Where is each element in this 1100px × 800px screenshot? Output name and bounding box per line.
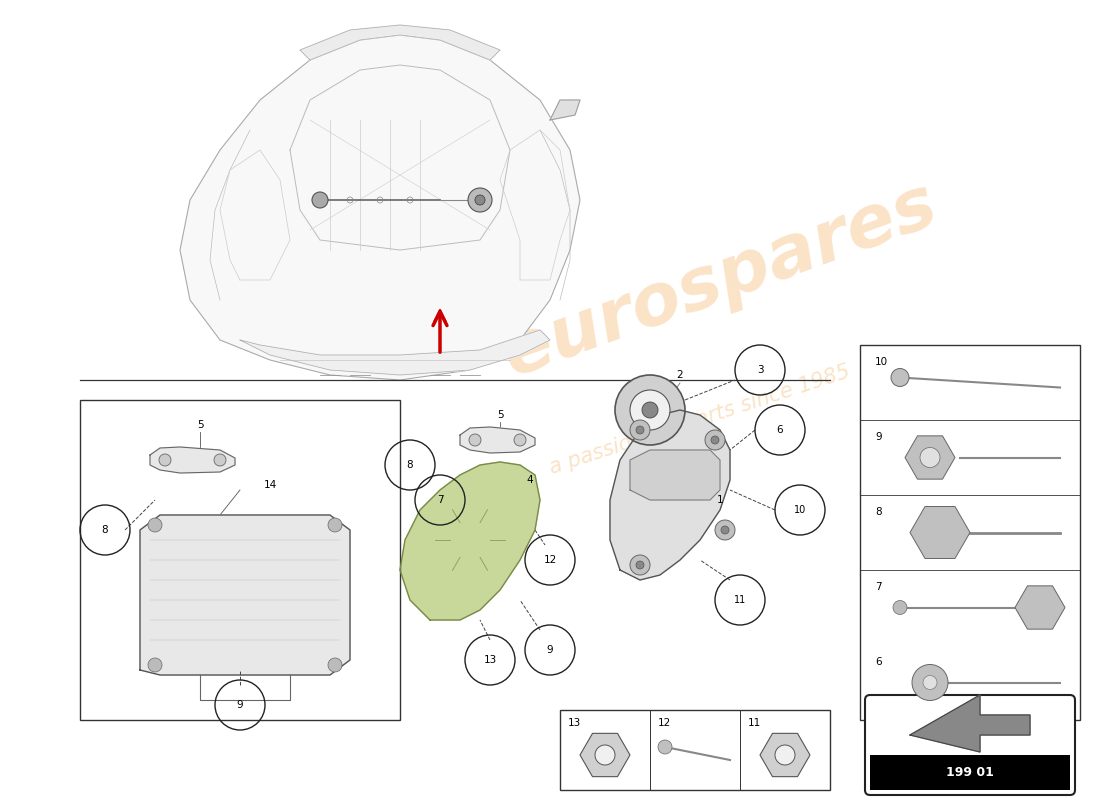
Bar bbox=[870, 755, 1070, 790]
Text: 10: 10 bbox=[874, 357, 888, 367]
Circle shape bbox=[630, 390, 670, 430]
Text: 1: 1 bbox=[717, 495, 724, 505]
Text: 10: 10 bbox=[794, 505, 806, 515]
Text: 4: 4 bbox=[527, 475, 534, 485]
Circle shape bbox=[468, 188, 492, 212]
FancyBboxPatch shape bbox=[865, 695, 1075, 795]
Text: eurospares: eurospares bbox=[494, 170, 946, 390]
Circle shape bbox=[893, 601, 907, 614]
Text: a passion for parts since 1985: a passion for parts since 1985 bbox=[547, 362, 852, 478]
Polygon shape bbox=[150, 447, 235, 473]
Circle shape bbox=[328, 658, 342, 672]
Text: 11: 11 bbox=[734, 595, 746, 605]
Bar bbox=[560, 710, 830, 790]
Circle shape bbox=[923, 675, 937, 690]
Text: 12: 12 bbox=[658, 718, 671, 728]
Circle shape bbox=[711, 436, 719, 444]
Text: 8: 8 bbox=[407, 460, 414, 470]
Text: 9: 9 bbox=[236, 700, 243, 710]
Bar bbox=[860, 345, 1080, 720]
Polygon shape bbox=[630, 450, 720, 500]
Text: 8: 8 bbox=[101, 525, 108, 535]
Circle shape bbox=[469, 434, 481, 446]
Polygon shape bbox=[140, 515, 350, 675]
Circle shape bbox=[160, 454, 170, 466]
Text: 9: 9 bbox=[547, 645, 553, 655]
Circle shape bbox=[720, 526, 729, 534]
Circle shape bbox=[630, 420, 650, 440]
Polygon shape bbox=[400, 462, 540, 620]
Text: 5: 5 bbox=[497, 410, 504, 420]
Text: 13: 13 bbox=[568, 718, 581, 728]
Circle shape bbox=[148, 518, 162, 532]
Text: 6: 6 bbox=[777, 425, 783, 435]
Polygon shape bbox=[300, 25, 500, 60]
Polygon shape bbox=[610, 410, 730, 580]
Text: 13: 13 bbox=[483, 655, 496, 665]
Text: 12: 12 bbox=[543, 555, 557, 565]
Text: 8: 8 bbox=[874, 507, 881, 517]
Circle shape bbox=[514, 434, 526, 446]
Polygon shape bbox=[240, 330, 550, 375]
Circle shape bbox=[705, 430, 725, 450]
Text: 3: 3 bbox=[757, 365, 763, 375]
Polygon shape bbox=[180, 35, 580, 380]
Circle shape bbox=[615, 375, 685, 445]
Circle shape bbox=[630, 555, 650, 575]
Circle shape bbox=[328, 518, 342, 532]
Circle shape bbox=[920, 447, 940, 467]
Circle shape bbox=[715, 520, 735, 540]
Circle shape bbox=[891, 369, 909, 386]
Text: 7: 7 bbox=[874, 582, 881, 592]
Circle shape bbox=[912, 665, 948, 701]
Bar bbox=[80, 400, 400, 720]
Polygon shape bbox=[550, 100, 580, 120]
Circle shape bbox=[148, 658, 162, 672]
Circle shape bbox=[475, 195, 485, 205]
Circle shape bbox=[312, 192, 328, 208]
Text: 11: 11 bbox=[748, 718, 761, 728]
Circle shape bbox=[642, 402, 658, 418]
Circle shape bbox=[214, 454, 225, 466]
Text: 7: 7 bbox=[437, 495, 443, 505]
Text: 9: 9 bbox=[874, 432, 881, 442]
Circle shape bbox=[776, 745, 795, 765]
Circle shape bbox=[595, 745, 615, 765]
Circle shape bbox=[658, 740, 672, 754]
Text: 2: 2 bbox=[676, 370, 683, 380]
Text: 5: 5 bbox=[197, 420, 204, 430]
Polygon shape bbox=[910, 695, 1030, 752]
Text: 14: 14 bbox=[263, 480, 276, 490]
Circle shape bbox=[636, 561, 644, 569]
Text: 199 01: 199 01 bbox=[946, 766, 994, 778]
Polygon shape bbox=[460, 427, 535, 453]
Text: 6: 6 bbox=[874, 657, 881, 667]
Circle shape bbox=[636, 426, 644, 434]
